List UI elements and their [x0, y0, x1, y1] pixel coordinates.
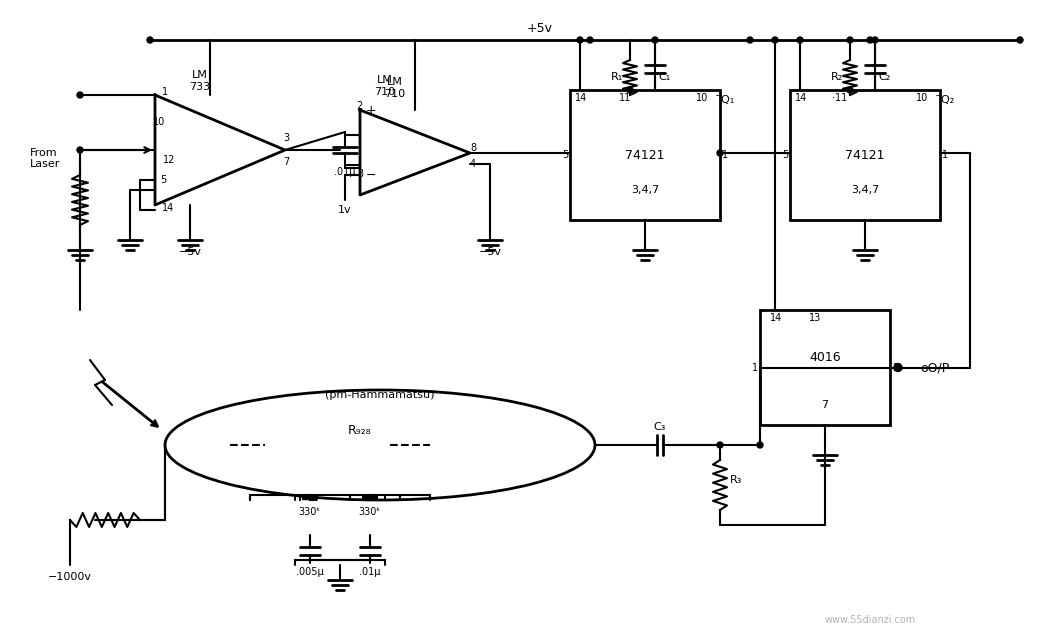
Text: −5v: −5v	[179, 247, 201, 257]
Text: .005μ: .005μ	[296, 567, 324, 577]
Bar	[760, 310, 890, 425]
Text: www.55dianzi.com: www.55dianzi.com	[824, 615, 916, 625]
Text: 3: 3	[283, 133, 290, 143]
Text: R₉₂₈: R₉₂₈	[348, 424, 372, 436]
Circle shape	[867, 37, 873, 43]
Text: 330ᵏ: 330ᵏ	[359, 507, 381, 517]
Text: 733: 733	[190, 82, 211, 92]
Bar	[570, 90, 720, 220]
Text: 10: 10	[916, 93, 928, 103]
Text: 10: 10	[153, 117, 165, 127]
Circle shape	[847, 37, 853, 43]
Text: −: −	[366, 168, 377, 182]
Text: LM: LM	[387, 77, 403, 87]
Text: LM: LM	[192, 70, 208, 80]
Circle shape	[797, 37, 803, 43]
Text: R₁: R₁	[611, 72, 623, 82]
Text: 7: 7	[283, 157, 290, 167]
Circle shape	[894, 364, 902, 371]
Text: −1000v: −1000v	[48, 572, 92, 582]
Text: 4: 4	[470, 159, 476, 169]
Text: 1: 1	[752, 362, 758, 372]
Circle shape	[77, 92, 83, 98]
Text: Laser: Laser	[30, 159, 60, 169]
Text: 14: 14	[162, 203, 174, 213]
Text: 74121: 74121	[845, 148, 884, 161]
Text: 5: 5	[160, 175, 166, 185]
Text: ̅Q₂: ̅Q₂	[943, 95, 955, 105]
Circle shape	[847, 87, 853, 93]
Circle shape	[147, 37, 153, 43]
Circle shape	[77, 147, 83, 153]
Text: 11: 11	[619, 93, 631, 103]
Text: 2: 2	[892, 362, 898, 372]
Text: 1: 1	[162, 87, 168, 97]
Text: 3,4,7: 3,4,7	[631, 185, 659, 195]
Text: 5: 5	[562, 150, 568, 160]
Text: 710: 710	[384, 89, 406, 99]
Bar	[790, 90, 940, 220]
Text: LM: LM	[377, 75, 393, 85]
Text: 74121: 74121	[625, 148, 664, 161]
Text: 330ᵏ: 330ᵏ	[299, 507, 321, 517]
Text: +: +	[366, 104, 377, 116]
Text: .01μ: .01μ	[359, 567, 381, 577]
Text: R₃: R₃	[730, 475, 742, 485]
Text: −5v: −5v	[479, 247, 501, 257]
Circle shape	[627, 87, 633, 93]
Text: From: From	[30, 148, 58, 158]
Text: 14: 14	[795, 93, 808, 103]
Text: 14: 14	[575, 93, 588, 103]
Circle shape	[717, 150, 723, 156]
Text: 14: 14	[770, 313, 783, 323]
Circle shape	[757, 442, 763, 448]
Text: 10: 10	[695, 93, 708, 103]
Text: ̅Q₁: ̅Q₁	[722, 95, 735, 105]
Text: (pm-Hammamatsu): (pm-Hammamatsu)	[325, 390, 435, 400]
Text: ·11: ·11	[832, 93, 848, 103]
Text: 7: 7	[821, 400, 828, 410]
Text: 2: 2	[357, 101, 363, 111]
Text: C₂: C₂	[878, 72, 891, 82]
Text: C₁: C₁	[658, 72, 671, 82]
Text: C₃: C₃	[654, 422, 666, 432]
Text: .01μ: .01μ	[334, 167, 356, 177]
Text: 8: 8	[470, 143, 476, 153]
Text: 5: 5	[782, 150, 788, 160]
Circle shape	[1017, 37, 1023, 43]
Text: 13: 13	[809, 313, 821, 323]
Circle shape	[717, 442, 723, 448]
Text: 1: 1	[943, 150, 948, 160]
Text: 1v: 1v	[338, 205, 352, 215]
Text: +5v: +5v	[527, 22, 553, 35]
Circle shape	[747, 37, 753, 43]
Text: 1: 1	[722, 150, 728, 160]
Text: 12: 12	[163, 155, 175, 165]
Circle shape	[588, 37, 593, 43]
Circle shape	[772, 37, 778, 43]
Circle shape	[872, 37, 878, 43]
Circle shape	[577, 37, 583, 43]
Text: 4016: 4016	[810, 351, 841, 364]
Text: oO/P: oO/P	[920, 361, 949, 374]
Text: 710: 710	[375, 87, 395, 97]
Text: 3,4,7: 3,4,7	[851, 185, 879, 195]
Text: R₂: R₂	[830, 72, 843, 82]
Text: 3: 3	[357, 169, 363, 179]
Circle shape	[652, 37, 658, 43]
